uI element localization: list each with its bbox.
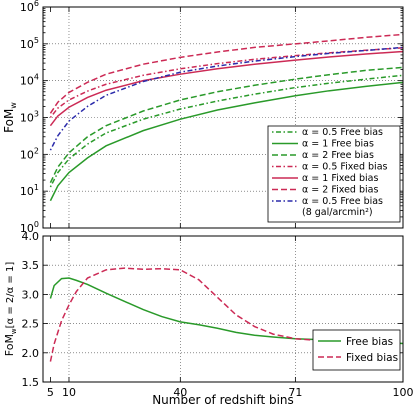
bottom-x-tick-label: 100 — [393, 386, 414, 399]
bottom-legend-label-2: Fixed bias — [346, 352, 398, 364]
top-y-axis-label: FoMw — [2, 102, 18, 133]
bottom-y-tick-label: 3.0 — [22, 288, 40, 301]
bottom-y-tick-label: 1.5 — [22, 376, 40, 389]
top-y-tick-exponent: 1 — [34, 183, 39, 192]
top-y-axis-label-main: FoM — [2, 109, 16, 133]
top-legend-label-1: α = 0.5 Free bias — [302, 127, 383, 138]
bottom-legend-box — [312, 329, 401, 371]
bottom-legend-label-1: Free bias — [346, 336, 393, 348]
bottom-y-tick-label: 2.0 — [22, 347, 40, 360]
top-y-tick-base: 10 — [20, 222, 34, 235]
top-legend-label-4: α = 0.5 Fixed bias — [302, 162, 388, 173]
top-series-line-1 — [49, 74, 404, 188]
top-series-line-7 — [49, 46, 404, 151]
top-y-tick-label: 105 — [20, 36, 39, 51]
bottom-x-tick-label: 10 — [62, 386, 76, 399]
top-y-tick-label: 102 — [20, 146, 39, 161]
bottom-y-tick-label: 3.5 — [22, 259, 40, 272]
bottom-x-tick-label: 5 — [47, 386, 54, 399]
bottom-y-tick-label: 4.0 — [22, 230, 40, 243]
bottom-y-axis-label-main: FoM — [3, 334, 16, 356]
bottom-legend: Free bias Fixed bias — [312, 329, 401, 371]
bottom-series-line-2 — [49, 267, 404, 362]
top-legend-label-2: α = 1 Free bias — [302, 139, 374, 150]
top-y-tick-label: 103 — [20, 110, 39, 125]
top-y-axis-label-sub: w — [9, 102, 18, 109]
top-y-tick-base: 10 — [20, 148, 34, 161]
top-y-tick-exponent: 4 — [34, 73, 39, 82]
top-y-tick-label: 100 — [20, 220, 39, 235]
top-legend-label-7: α = 0.5 Free bias — [302, 196, 383, 207]
bottom-x-tick-label: 71 — [288, 386, 302, 399]
top-y-tick-base: 10 — [20, 38, 34, 51]
top-y-tick-base: 10 — [20, 112, 34, 125]
top-y-tick-exponent: 2 — [34, 146, 39, 155]
bottom-plot-frame — [42, 235, 404, 383]
bottom-y-axis-label: FoMw[α = 2/α = 1] — [3, 262, 18, 357]
top-y-tick-exponent: 6 — [34, 0, 39, 8]
x-axis-label: Number of redshift bins — [152, 393, 294, 407]
top-legend-label-7-line2: (8 gal/arcmin²) — [302, 207, 373, 218]
top-y-tick-exponent: 5 — [34, 36, 39, 45]
top-series-line-6 — [49, 33, 404, 114]
bottom-y-tick-label: 2.5 — [22, 318, 40, 331]
top-series-line-5 — [49, 50, 404, 127]
top-legend-label-3: α = 2 Free bias — [302, 150, 374, 161]
top-y-tick-base: 10 — [20, 1, 34, 14]
top-y-tick-base: 10 — [20, 185, 34, 198]
top-y-tick-label: 101 — [20, 183, 39, 198]
top-series-line-3 — [49, 66, 404, 184]
top-y-tick-base: 10 — [20, 75, 34, 88]
top-y-tick-label: 106 — [20, 0, 39, 14]
top-y-tick-exponent: 0 — [34, 220, 39, 229]
bottom-y-axis-label-suffix: [α = 2/α = 1] — [5, 262, 16, 329]
top-series-line-4 — [49, 47, 404, 118]
top-legend-label-6: α = 2 Fixed bias — [302, 185, 378, 196]
bottom-x-tick-label: 40 — [173, 386, 187, 399]
bottom-panel: 1.5 2.0 2.5 3.0 3.5 4.0 5 10 40 71 100 FoMw[α = 2/α… — [3, 230, 414, 407]
top-plot-frame — [42, 6, 404, 229]
bottom-y-axis-label-sub: w — [10, 328, 18, 334]
top-series-line-2 — [49, 81, 404, 202]
top-legend-label-5: α = 1 Fixed bias — [302, 173, 378, 184]
top-y-tick-exponent: 3 — [34, 110, 39, 119]
top-y-tick-label: 104 — [20, 73, 39, 88]
top-legend-box — [267, 125, 401, 223]
